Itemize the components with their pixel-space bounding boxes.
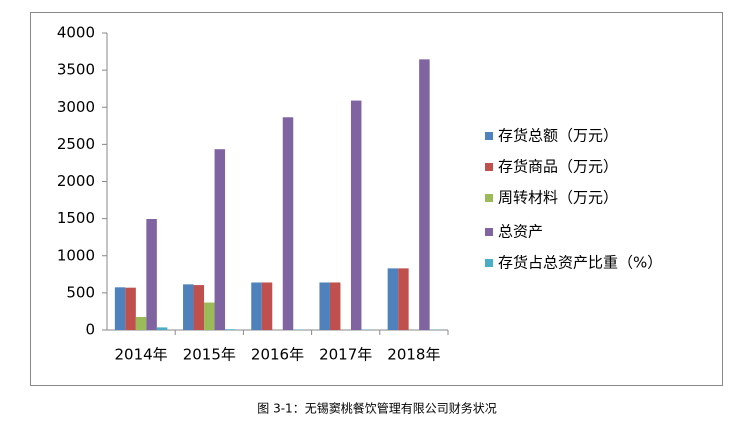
bar	[204, 303, 215, 330]
legend-label: 存货总额（万元）	[498, 127, 618, 145]
legend-swatch	[485, 259, 493, 267]
x-tick-label: 2016年	[251, 346, 304, 364]
y-tick-label: 1500	[57, 209, 95, 227]
bar	[146, 219, 157, 330]
bar	[225, 329, 236, 330]
bar	[183, 284, 194, 330]
y-tick-label: 2500	[57, 135, 95, 153]
bar	[136, 317, 147, 330]
bar	[283, 117, 294, 330]
legend-swatch	[485, 163, 493, 171]
legend-label: 周转材料（万元）	[498, 189, 618, 207]
caption: 图 3-1：无锡窦桃餐饮管理有限公司财务状况	[257, 401, 496, 416]
bar	[215, 149, 226, 330]
y-tick-label: 0	[85, 321, 95, 339]
legend-label: 总资产	[498, 223, 543, 241]
x-tick-label: 2014年	[115, 346, 168, 364]
legend-label: 存货占总资产比重（%）	[498, 254, 662, 272]
legend-swatch	[485, 132, 493, 140]
bar	[319, 282, 330, 330]
legend-swatch	[485, 194, 493, 202]
bar	[351, 101, 362, 330]
x-tick-label: 2015年	[183, 346, 236, 364]
y-tick-label: 1000	[57, 246, 95, 264]
y-tick-label: 3500	[57, 61, 95, 79]
bar	[330, 282, 341, 330]
y-tick-label: 3000	[57, 98, 95, 116]
bar	[419, 59, 430, 330]
bar	[125, 288, 136, 330]
legend-swatch	[485, 228, 493, 236]
y-tick-label: 2000	[57, 172, 95, 190]
x-tick-label: 2017年	[319, 346, 372, 364]
x-tick-label: 2018年	[387, 346, 440, 364]
bar	[251, 282, 262, 330]
bar	[398, 268, 409, 330]
legend-label: 存货商品（万元）	[498, 158, 618, 176]
y-tick-label: 500	[66, 283, 95, 301]
bar	[115, 287, 126, 330]
bar	[157, 327, 168, 330]
bar	[194, 285, 205, 330]
y-tick-label: 4000	[57, 24, 95, 42]
bar	[388, 268, 399, 330]
bar	[262, 282, 273, 330]
